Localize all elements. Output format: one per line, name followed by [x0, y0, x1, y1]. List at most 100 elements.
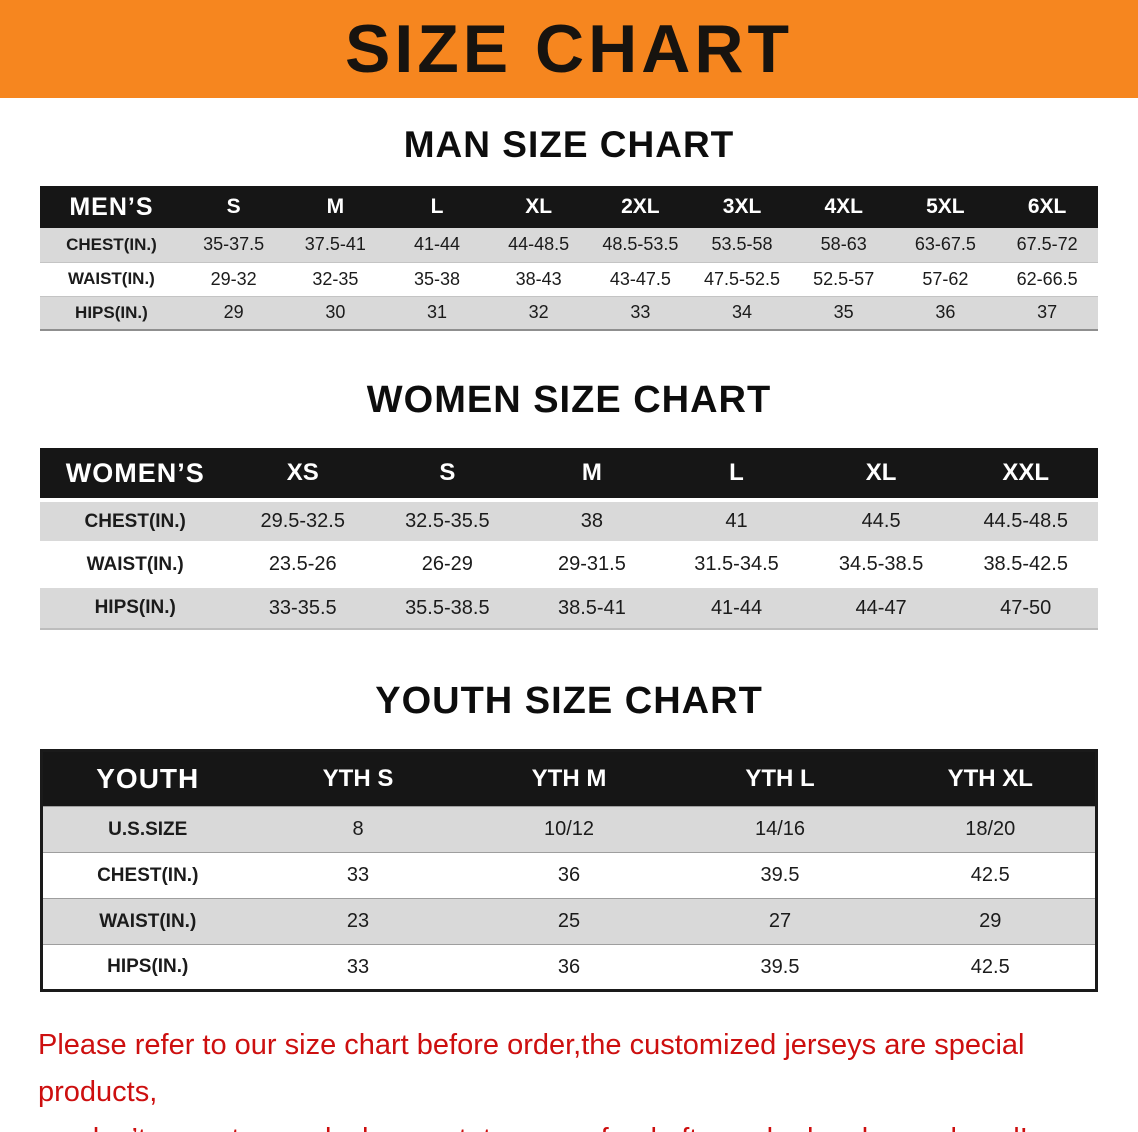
size-value-cell: 29 [979, 910, 1002, 932]
size-column-header: L [430, 195, 444, 218]
size-value-cell: 36 [557, 864, 581, 886]
disclaimer-line-2: we don’t accept cancel, change, teturn o… [38, 1116, 1100, 1132]
measurement-row: HIPS(IN.) 33 36 39.5 42.5 [41, 944, 1097, 991]
size-value-cell: 67.5-72 [1016, 234, 1078, 255]
row-label: CHEST(IN.) [66, 234, 157, 254]
table-label: YOUTH [96, 763, 200, 794]
size-value-cell: 39.5 [760, 864, 800, 886]
size-value-cell: 29 [223, 302, 244, 323]
size-value-cell: 31 [426, 302, 448, 323]
size-chart-banner: SIZE CHART [0, 0, 1138, 98]
size-value-cell: 32 [528, 302, 549, 323]
size-value-cell: 42.5 [970, 864, 1010, 886]
size-column-header: S [375, 448, 520, 502]
size-value-cell: 35 [833, 302, 854, 323]
size-value-cell: 30 [325, 302, 346, 323]
size-column-header: 3XL [722, 195, 762, 218]
size-value-cell: 44-47 [808, 584, 954, 630]
measurement-row: CHEST(IN.) 33 36 39.5 42.5 [41, 852, 1097, 899]
size-value-cell: 36 [935, 302, 956, 323]
size-value-cell: 48.5-53.5 [602, 234, 679, 255]
size-column-header: S [226, 195, 241, 218]
size-column-header: YTH M [531, 765, 607, 792]
size-value-cell: 10/12 [543, 818, 595, 840]
size-value-cell: 57-62 [922, 268, 969, 289]
womens-size-table: WOMEN’S XS S M L XL XXL CHEST(IN.) 29.5-32.5 32.5… [40, 448, 1098, 630]
size-column-header: XXL [953, 448, 1098, 502]
table-body: CHEST(IN.) 35-37.5 37.5-41 41-44 44-48.5 48.5… [40, 228, 1098, 330]
row-label: CHEST(IN.) [40, 498, 231, 543]
size-value-cell: 44.5 [808, 498, 954, 543]
youth-size-chart-heading: YOUTH SIZE CHART [375, 680, 763, 722]
size-column-header: XS [230, 448, 376, 502]
size-value-cell: 33 [630, 302, 651, 323]
measurement-row: WAIST(IN.) 29-32 32-35 35-38 38-43 43-47.5 47.… [40, 262, 1098, 296]
measurement-row: CHEST(IN.) 29.5-32.5 32.5-35.5 38 41 44.5 44.5… [40, 498, 1098, 543]
size-value-cell: 33 [346, 955, 370, 978]
size-value-cell: 41-44 [413, 234, 461, 255]
size-value-cell: 27 [768, 910, 792, 932]
mens-size-table-zone: MEN’S S M L XL 2XL 3XL 4XL 5XL 6XL CHEST(IN.) 35-37… [0, 186, 1138, 331]
size-value-cell: 34 [732, 302, 753, 323]
youth-size-table: YOUTH YTH S YTH M YTH L YTH XL U.S.SIZE 8 10/12… [40, 749, 1098, 992]
size-value-cell: 33-35.5 [230, 584, 376, 630]
size-value-cell: 38.5-41 [519, 584, 665, 630]
size-column-header: YTH XL [947, 765, 1033, 792]
size-value-cell: 32-35 [312, 268, 359, 289]
size-value-cell: 44-48.5 [508, 234, 570, 255]
table-body: U.S.SIZE 8 10/12 14/16 18/20 CHEST(IN.) 33 36 39… [41, 806, 1097, 991]
youth-size-section: YOUTH SIZE CHART YOUTH YTH S YTH M YTH L YTH… [0, 680, 1138, 992]
disclaimer-line-1: Please refer to our size chart before or… [38, 1029, 1025, 1108]
size-value-cell: 47-50 [953, 584, 1098, 630]
size-value-cell: 35.5-38.5 [375, 584, 520, 630]
row-label: WAIST(IN.) [67, 269, 155, 288]
table-label: MEN’S [69, 192, 154, 221]
women-size-section: WOMEN SIZE CHART WOMEN’S XS S M L XL XXL CHEST(… [0, 379, 1138, 630]
size-column-header: YTH S [322, 765, 394, 792]
table-head: WOMEN’S XS S M L XL XXL [40, 448, 1098, 502]
header-row: YOUTH YTH S YTH M YTH L YTH XL [41, 750, 1097, 807]
size-value-cell: 35-37.5 [203, 234, 265, 255]
row-label: HIPS(IN.) [40, 584, 231, 630]
size-value-cell: 38-43 [515, 268, 562, 289]
banner-title: SIZE CHART [345, 11, 793, 87]
women-size-chart-heading: WOMEN SIZE CHART [366, 379, 772, 421]
table-head: YOUTH YTH S YTH M YTH L YTH XL [41, 750, 1097, 807]
size-value-cell: 43-47.5 [609, 268, 671, 289]
size-value-cell: 47.5-52.5 [703, 268, 781, 289]
size-value-cell: 26-29 [375, 541, 520, 586]
header-row: WOMEN’S XS S M L XL XXL [40, 448, 1098, 502]
size-value-cell: 31.5-34.5 [664, 541, 809, 586]
size-value-cell: 53.5-58 [711, 234, 773, 255]
measurement-row: WAIST(IN.) 23 25 27 29 [41, 898, 1097, 945]
womens-size-table-zone: WOMEN’S XS S M L XL XXL CHEST(IN.) 29.5-32.5 32.5… [0, 448, 1138, 630]
row-label: U.S.SIZE [108, 818, 188, 840]
size-value-cell: 63-67.5 [914, 234, 976, 255]
size-value-cell: 42.5 [970, 955, 1010, 978]
size-column-header: 6XL [1027, 195, 1067, 218]
size-column-header: 5XL [926, 195, 965, 218]
youth-size-table-zone: YOUTH YTH S YTH M YTH L YTH XL U.S.SIZE 8 10/12… [0, 749, 1138, 992]
man-size-chart-heading: MAN SIZE CHART [403, 124, 735, 165]
size-column-header: XL [525, 195, 553, 218]
table-body: CHEST(IN.) 29.5-32.5 32.5-35.5 38 41 44.5 44.5… [40, 498, 1098, 630]
size-value-cell: 18/20 [965, 818, 1016, 840]
size-value-cell: 37 [1037, 302, 1058, 323]
row-label: CHEST(IN.) [97, 864, 199, 886]
row-label: HIPS(IN.) [107, 956, 189, 977]
row-label: WAIST(IN.) [40, 541, 231, 586]
size-value-cell: 41 [664, 498, 809, 543]
size-value-cell: 35-38 [413, 268, 461, 289]
size-column-header: M [326, 195, 345, 218]
measurement-row: U.S.SIZE 8 10/12 14/16 18/20 [41, 806, 1097, 853]
header-row: MEN’S S M L XL 2XL 3XL 4XL 5XL 6XL [40, 186, 1098, 228]
size-value-cell: 38.5-42.5 [953, 541, 1098, 586]
size-column-header: L [664, 448, 809, 502]
size-value-cell: 23 [346, 910, 370, 932]
men-size-section: MAN SIZE CHART MEN’S S M L XL 2XL 3XL 4XL 5XL 6XL… [0, 124, 1138, 331]
size-value-cell: 29-32 [210, 268, 257, 289]
size-value-cell: 44.5-48.5 [953, 498, 1098, 543]
size-value-cell: 62-66.5 [1016, 268, 1078, 289]
size-column-header: YTH L [745, 765, 815, 792]
